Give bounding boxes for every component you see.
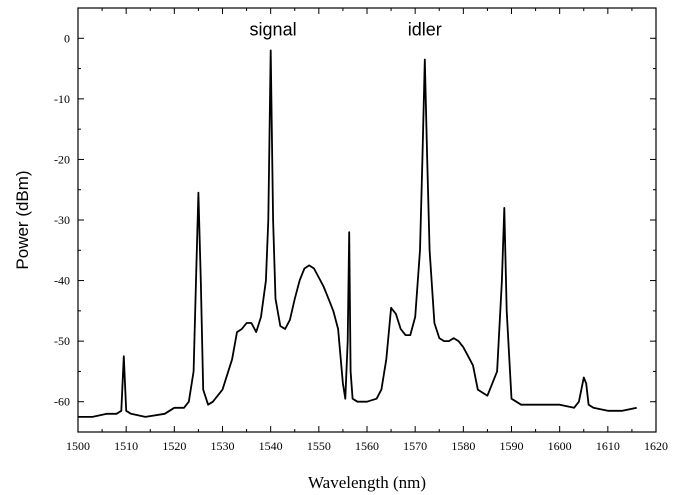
x-tick-label: 1540 bbox=[259, 439, 283, 453]
peak-annotations: signal idler bbox=[250, 19, 442, 39]
y-tick-label: -60 bbox=[54, 395, 70, 409]
x-tick-label: 1530 bbox=[211, 439, 235, 453]
x-tick-label: 1600 bbox=[548, 439, 572, 453]
annotation-signal: signal bbox=[250, 19, 297, 39]
x-tick-label: 1550 bbox=[307, 439, 331, 453]
x-tick-label: 1580 bbox=[451, 439, 475, 453]
x-tick-label: 1500 bbox=[66, 439, 90, 453]
x-tick-label: 1560 bbox=[355, 439, 379, 453]
x-axis-ticks: 1500 1510 1520 1530 1540 1550 1560 1570 1580 1590… bbox=[66, 8, 668, 453]
y-tick-label: -50 bbox=[54, 334, 70, 348]
y-axis-ticks: 0 -10 -20 -30 -40 -50 -60 bbox=[54, 31, 656, 433]
plot-frame bbox=[77, 7, 657, 433]
x-tick-label: 1590 bbox=[500, 439, 524, 453]
x-tick-label: 1570 bbox=[403, 439, 427, 453]
spectrum-line bbox=[78, 49, 637, 418]
y-tick-label: -30 bbox=[54, 213, 70, 227]
annotation-idler: idler bbox=[408, 19, 442, 39]
x-axis-title: Wavelength (nm) bbox=[308, 473, 426, 492]
y-tick-label: 0 bbox=[64, 31, 70, 45]
x-tick-label: 1520 bbox=[162, 439, 186, 453]
y-axis-title: Power (dBm) bbox=[13, 170, 32, 269]
y-tick-label: -20 bbox=[54, 152, 70, 166]
y-tick-label: -40 bbox=[54, 274, 70, 288]
y-tick-label: -10 bbox=[54, 92, 70, 106]
x-tick-label: 1610 bbox=[596, 439, 620, 453]
x-tick-label: 1620 bbox=[644, 439, 668, 453]
x-tick-label: 1510 bbox=[114, 439, 138, 453]
